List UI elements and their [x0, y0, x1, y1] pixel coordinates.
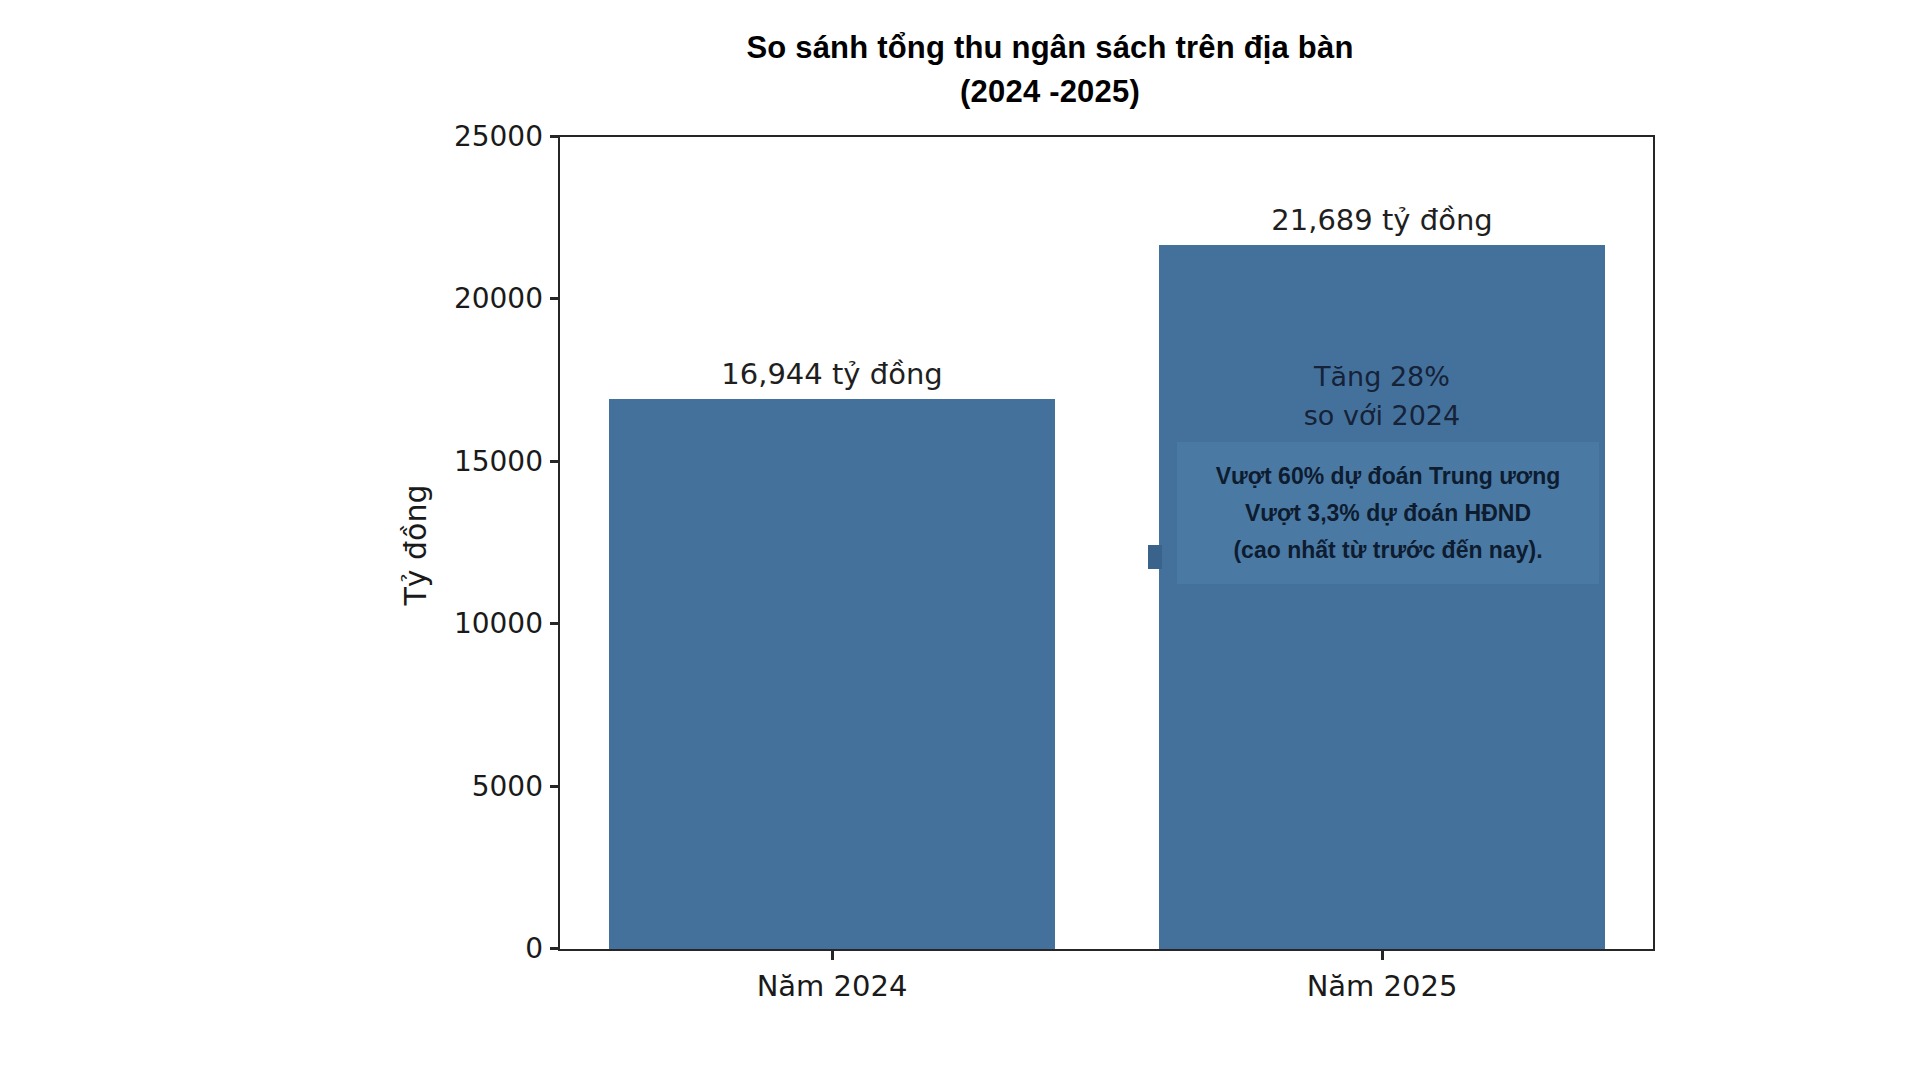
highlight-line: Vượt 60% dự đoán Trung ương	[1177, 458, 1599, 495]
x-tick-mark	[831, 951, 834, 960]
highlight-annotation-box: Vượt 60% dự đoán Trung ương Vượt 3,3% dự…	[1177, 442, 1599, 584]
chart-canvas: So sánh tổng thu ngân sách trên địa bàn …	[0, 0, 1920, 1080]
highlight-line: Vượt 3,3% dự đoán HĐND	[1177, 495, 1599, 532]
annotation-box-notch	[1148, 545, 1162, 569]
bar	[609, 399, 1055, 949]
highlight-line: (cao nhất từ trước đến nay).	[1177, 532, 1599, 569]
y-tick-mark	[550, 135, 559, 138]
y-tick-mark	[550, 785, 559, 788]
y-tick-label: 20000	[425, 282, 543, 316]
x-category-label: Năm 2024	[632, 969, 1032, 1003]
x-category-label: Năm 2025	[1182, 969, 1582, 1003]
y-tick-mark	[550, 460, 559, 463]
y-tick-mark	[550, 622, 559, 625]
y-tick-label: 10000	[425, 607, 543, 641]
chart-title-block: So sánh tổng thu ngân sách trên địa bàn …	[400, 26, 1700, 114]
y-tick-label: 15000	[425, 445, 543, 479]
growth-note-line: so với 2024	[1182, 396, 1582, 435]
growth-note-annotation: Tăng 28% so với 2024	[1182, 357, 1582, 435]
y-tick-mark	[550, 297, 559, 300]
y-tick-label: 25000	[425, 120, 543, 154]
y-tick-label: 0	[425, 932, 543, 966]
bar-value-label: 16,944 tỷ đồng	[582, 357, 1082, 391]
plot-area: 16,944 tỷ đồng 21,689 tỷ đồng Tăng 28% s…	[558, 135, 1655, 951]
growth-note-line: Tăng 28%	[1182, 357, 1582, 396]
chart-title: So sánh tổng thu ngân sách trên địa bàn	[400, 26, 1700, 70]
x-tick-mark	[1381, 951, 1384, 960]
y-tick-mark	[550, 947, 559, 950]
bar	[1159, 245, 1605, 949]
bar-value-label: 21,689 tỷ đồng	[1132, 203, 1632, 237]
chart-subtitle: (2024 -2025)	[400, 70, 1700, 114]
y-tick-label: 5000	[425, 770, 543, 804]
